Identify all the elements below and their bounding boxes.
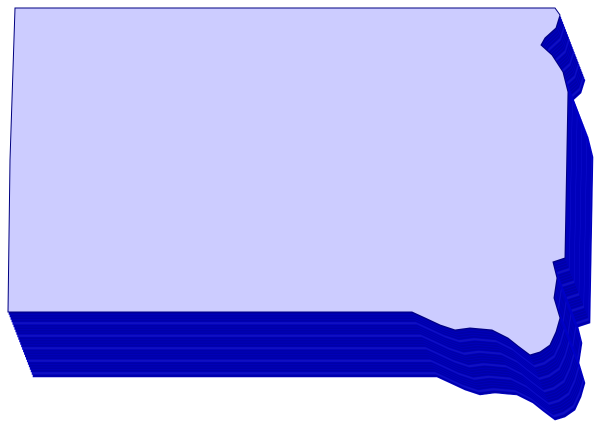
state-top-face <box>7 7 569 356</box>
